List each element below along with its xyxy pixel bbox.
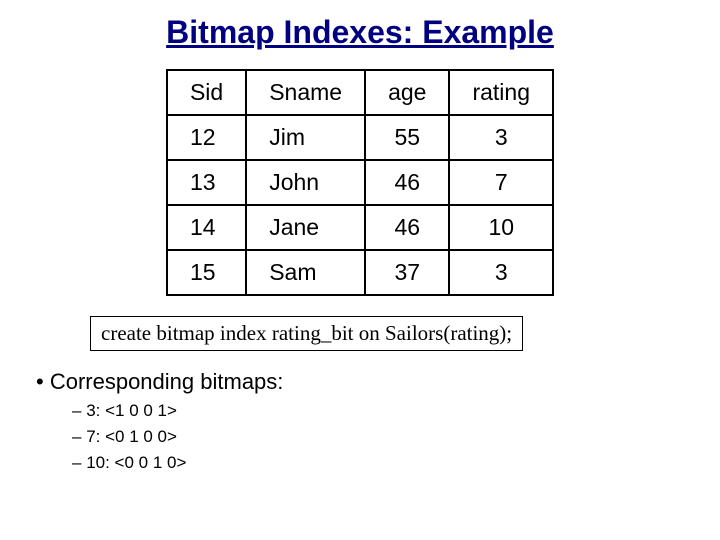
cell-sname: John [246, 160, 365, 205]
table-row: 12 Jim 55 3 [167, 115, 553, 160]
cell-age: 46 [365, 160, 449, 205]
table-row: 15 Sam 37 3 [167, 250, 553, 295]
col-sid: Sid [167, 70, 246, 115]
cell-rating: 10 [449, 205, 553, 250]
data-table: Sid Sname age rating 12 Jim 55 3 13 John… [166, 69, 554, 296]
cell-rating: 7 [449, 160, 553, 205]
sql-statement: create bitmap index rating_bit on Sailor… [90, 316, 523, 351]
cell-age: 46 [365, 205, 449, 250]
cell-rating: 3 [449, 250, 553, 295]
cell-age: 55 [365, 115, 449, 160]
bitmap-item: 10: <0 0 1 0> [72, 453, 690, 473]
col-age: age [365, 70, 449, 115]
col-rating: rating [449, 70, 553, 115]
bullet-text: Corresponding bitmaps: [50, 369, 284, 394]
cell-sname: Jim [246, 115, 365, 160]
cell-sname: Sam [246, 250, 365, 295]
bullet-list: Corresponding bitmaps: 3: <1 0 0 1> 7: <… [36, 369, 690, 473]
col-sname: Sname [246, 70, 365, 115]
table-row: 14 Jane 46 10 [167, 205, 553, 250]
bitmap-item: 7: <0 1 0 0> [72, 427, 690, 447]
bitmap-item: 3: <1 0 0 1> [72, 401, 690, 421]
cell-sid: 13 [167, 160, 246, 205]
bitmap-list: 3: <1 0 0 1> 7: <0 1 0 0> 10: <0 0 1 0> [72, 401, 690, 473]
cell-rating: 3 [449, 115, 553, 160]
slide: Bitmap Indexes: Example Sid Sname age ra… [0, 0, 720, 540]
table-row: 13 John 46 7 [167, 160, 553, 205]
cell-sid: 15 [167, 250, 246, 295]
bullet-corresponding: Corresponding bitmaps: 3: <1 0 0 1> 7: <… [36, 369, 690, 473]
cell-sname: Jane [246, 205, 365, 250]
cell-sid: 12 [167, 115, 246, 160]
cell-age: 37 [365, 250, 449, 295]
table-header-row: Sid Sname age rating [167, 70, 553, 115]
cell-sid: 14 [167, 205, 246, 250]
slide-title: Bitmap Indexes: Example [30, 14, 690, 51]
